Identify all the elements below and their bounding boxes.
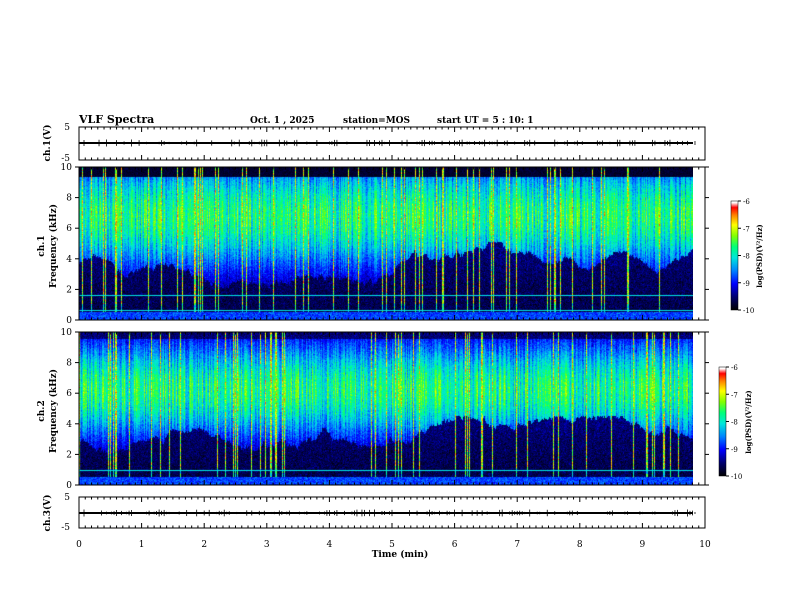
ch2-spectrogram-ytick-label: 4: [66, 420, 72, 430]
ch1-colorbar: -6 -7 -8 -9 -10 log(PSD)(V²/Hz): [730, 198, 764, 315]
ch1-colorbar-ticks: -6 -7 -8 -9 -10: [738, 198, 754, 315]
ch1-colorbar-label: log(PSD)(V²/Hz): [755, 224, 764, 288]
ch1-ytick-min: -5: [61, 154, 70, 164]
ch2-spectrogram-ytick-label: 6: [66, 389, 72, 399]
ch3-ytick-min: -5: [61, 523, 70, 533]
ch1-colorbar-gradient: [730, 200, 739, 311]
time-xtick-label: 8: [577, 540, 583, 550]
time-xtick-label: 7: [514, 540, 520, 550]
ch1-spectrogram-ytick-label: 10: [61, 163, 73, 173]
ch1-spectrogram-image: [79, 167, 693, 320]
ch2-colorbar-tick-label: -6: [731, 364, 738, 372]
ch2-colorbar-tick-label: -8: [731, 419, 738, 427]
ch3-ytick-max: 5: [64, 493, 70, 503]
ch1-colorbar-tick-label: -9: [743, 280, 750, 288]
ch2-spectrogram-image: [79, 332, 693, 485]
ch2-spectrogram-ytick-label: 0: [66, 481, 72, 491]
ch1-colorbar-tick-label: -10: [743, 307, 754, 315]
ch2-spectrogram-yaxis: 0 2 4 6 8 10: [61, 328, 709, 491]
ch1-frequency-ylabel: Frequency (kHz): [48, 204, 59, 288]
time-xtick-label: 5: [389, 540, 395, 550]
start-time-label: start UT = 5 : 10: 1: [437, 116, 534, 126]
ch1-spectrogram-ytick-label: 6: [66, 224, 72, 234]
ch1-spectrogram-ytick-label: 2: [66, 285, 72, 295]
ch3-waveform-ylabel: ch.3(V): [42, 495, 53, 532]
time-xaxis: 0 1 2 3 4 5 6 7 8 9 10: [76, 127, 711, 550]
ch1-spectrogram-ytick-label: 4: [66, 255, 72, 265]
ch1-waveform-spikes: [83, 139, 696, 147]
time-xtick-label: 4: [327, 540, 333, 550]
ch1-waveform-ylabel: ch.1(V): [42, 125, 53, 162]
ch2-colorbar-label: log(PSD)(V²/Hz): [744, 390, 753, 454]
ch2-spectrogram-panel: 0 2 4 6 8 10 ch.2 Frequency (kHz): [37, 328, 709, 491]
time-xtick-label: 1: [139, 540, 145, 550]
time-xtick-label: 6: [452, 540, 458, 550]
ch2-frequency-ylabel: Frequency (kHz): [48, 369, 59, 453]
ch2-colorbar-tick-label: -9: [731, 446, 738, 454]
time-xtick-label: 0: [76, 540, 82, 550]
ch2-colorbar-ticks: -6 -7 -8 -9 -10: [726, 364, 742, 481]
ch2-spectrogram-ytick-label: 2: [66, 450, 72, 460]
date-label: Oct. 1 , 2025: [250, 116, 314, 126]
ch2-spectrogram-ytick-label: 8: [66, 359, 72, 369]
ch2-colorbar-gradient: [718, 366, 727, 477]
ch3-waveform-spikes: [78, 509, 696, 517]
time-xtick-label: 10: [699, 540, 711, 550]
ch1-colorbar-tick-label: -8: [743, 253, 750, 261]
ch1-spectrogram-ytick-label: 8: [66, 194, 72, 204]
ch1-ytick-max: 5: [64, 123, 70, 133]
ch2-colorbar: -6 -7 -8 -9 -10 log(PSD)(V²/Hz): [718, 364, 753, 481]
time-xaxis-label: Time (min): [372, 549, 429, 560]
ch1-spectrogram-panel: 0 2 4 6 8 10 ch.1 Frequency (kHz): [37, 163, 709, 326]
ch1-channel-label: ch.1: [37, 235, 47, 256]
station-label: station=MOS: [343, 116, 410, 126]
ch2-spectrogram-ytick-label: 10: [61, 328, 73, 338]
figure-title: VLF Spectra: [78, 113, 154, 126]
ch1-colorbar-tick-label: -6: [743, 198, 750, 206]
ch3-waveform-panel: 5 -5 ch.3(V): [42, 493, 706, 533]
ch2-channel-label: ch.2: [37, 400, 47, 421]
time-xtick-label: 2: [201, 540, 207, 550]
ch1-spectrogram-yaxis: 0 2 4 6 8 10: [61, 163, 709, 326]
ch1-spectrogram-ytick-label: 0: [66, 316, 72, 326]
time-xtick-label: 3: [264, 540, 270, 550]
ch2-colorbar-tick-label: -7: [731, 391, 738, 399]
ch1-colorbar-tick-label: -7: [743, 225, 750, 233]
time-xtick-label: 9: [640, 540, 646, 550]
ch2-colorbar-tick-label: -10: [731, 473, 742, 481]
